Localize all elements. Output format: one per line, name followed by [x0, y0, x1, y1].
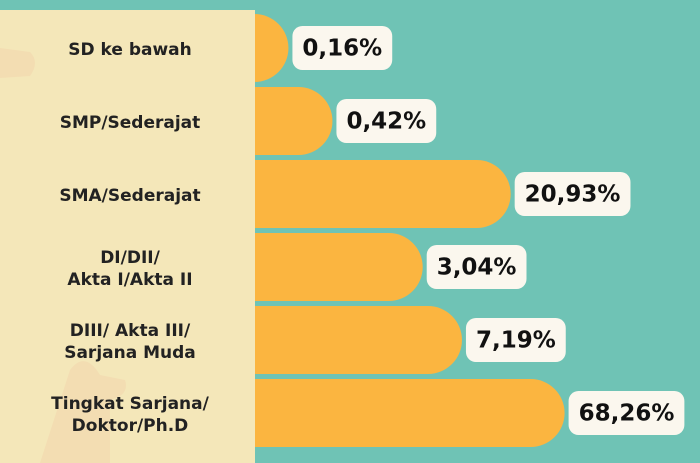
value-label-bg	[292, 26, 393, 70]
category-label: DIII/ Akta III/ Sarjana Muda	[64, 321, 196, 363]
category-label: SD ke bawah	[68, 40, 192, 60]
value-label-text: 7,19%	[476, 328, 556, 354]
bar	[180, 379, 565, 447]
category-label: Tingkat Sarjana/ Doktor/Ph.D	[51, 394, 209, 436]
label-panel-overlay	[0, 10, 255, 463]
value-label-text: 0,42%	[346, 109, 426, 135]
category-label: DI/DII/ Akta I/Akta II	[67, 248, 193, 290]
bar	[180, 160, 511, 228]
value-label-text: 20,93%	[525, 182, 621, 208]
category-label: SMP/Sederajat	[59, 113, 201, 133]
value-label-bg	[568, 391, 685, 435]
value-label: 3,04%	[426, 245, 527, 289]
value-labels: 0,16% 0,42% 20,93% 3,04% 7,19% 68,26%	[292, 26, 685, 435]
category-label: SMA/Sederajat	[59, 186, 201, 206]
value-label: 20,93%	[514, 172, 631, 216]
value-label-bg	[336, 99, 437, 143]
value-label-bg	[465, 318, 566, 362]
value-label-bg	[514, 172, 631, 216]
value-label-text: 68,26%	[579, 401, 675, 427]
value-label: 0,42%	[336, 99, 437, 143]
value-label-text: 3,04%	[437, 255, 517, 281]
value-label: 7,19%	[465, 318, 566, 362]
value-label-bg	[426, 245, 527, 289]
value-label: 68,26%	[568, 391, 685, 435]
value-label-text: 0,16%	[302, 36, 382, 62]
value-label: 0,16%	[292, 26, 393, 70]
